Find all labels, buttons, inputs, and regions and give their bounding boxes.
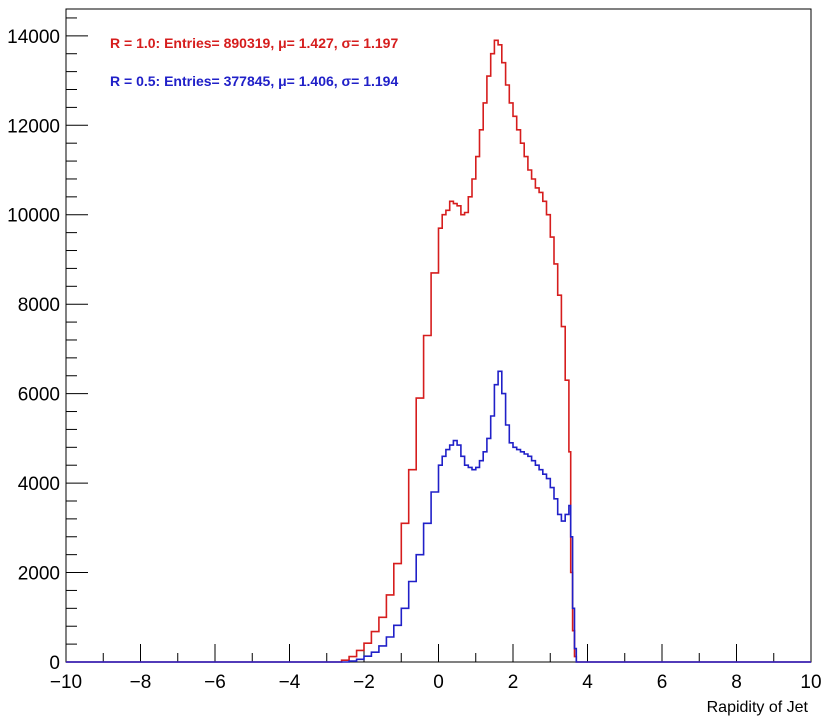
series-r05-line [66, 370, 811, 663]
x-tick-label: 2 [508, 672, 519, 693]
y-tick-label: 6000 [18, 385, 60, 406]
x-tick-label: 6 [657, 672, 668, 693]
x-tick-label: 4 [582, 672, 593, 693]
y-tick-label: 12000 [7, 116, 60, 137]
x-axis-title: Rapidity of Jet [707, 699, 809, 716]
x-tick-label: −10 [50, 672, 82, 693]
y-tick-label: 2000 [18, 564, 60, 585]
y-tick-label: 0 [49, 653, 60, 674]
x-tick-label: −6 [204, 672, 226, 693]
x-tick-label: −4 [279, 672, 301, 693]
legend-entry-r10: R = 1.0: Entries= 890319, μ= 1.427, σ= 1… [110, 35, 398, 51]
series-layer [66, 39, 811, 663]
series-r10-line [66, 39, 811, 663]
legend-entry-r05: R = 0.5: Entries= 377845, μ= 1.406, σ= 1… [110, 73, 398, 89]
legend: R = 1.0: Entries= 890319, μ= 1.427, σ= 1… [110, 35, 398, 89]
y-tick-label: 4000 [18, 474, 60, 495]
plot-frame [65, 8, 812, 663]
x-tick-label: −2 [353, 672, 375, 693]
x-tick-label: 0 [433, 672, 444, 693]
x-tick-label: −8 [130, 672, 152, 693]
x-tick-label: 10 [800, 672, 821, 693]
y-tick-label: 8000 [18, 295, 60, 316]
axes: −10 −8 −6 −4 −2 0 2 4 6 8 10 0 2000 4000 6000 8000 10000… [7, 17, 822, 693]
x-tick-label: 8 [731, 672, 742, 693]
y-tick-label: 10000 [7, 206, 60, 227]
y-tick-label: 14000 [7, 27, 60, 48]
